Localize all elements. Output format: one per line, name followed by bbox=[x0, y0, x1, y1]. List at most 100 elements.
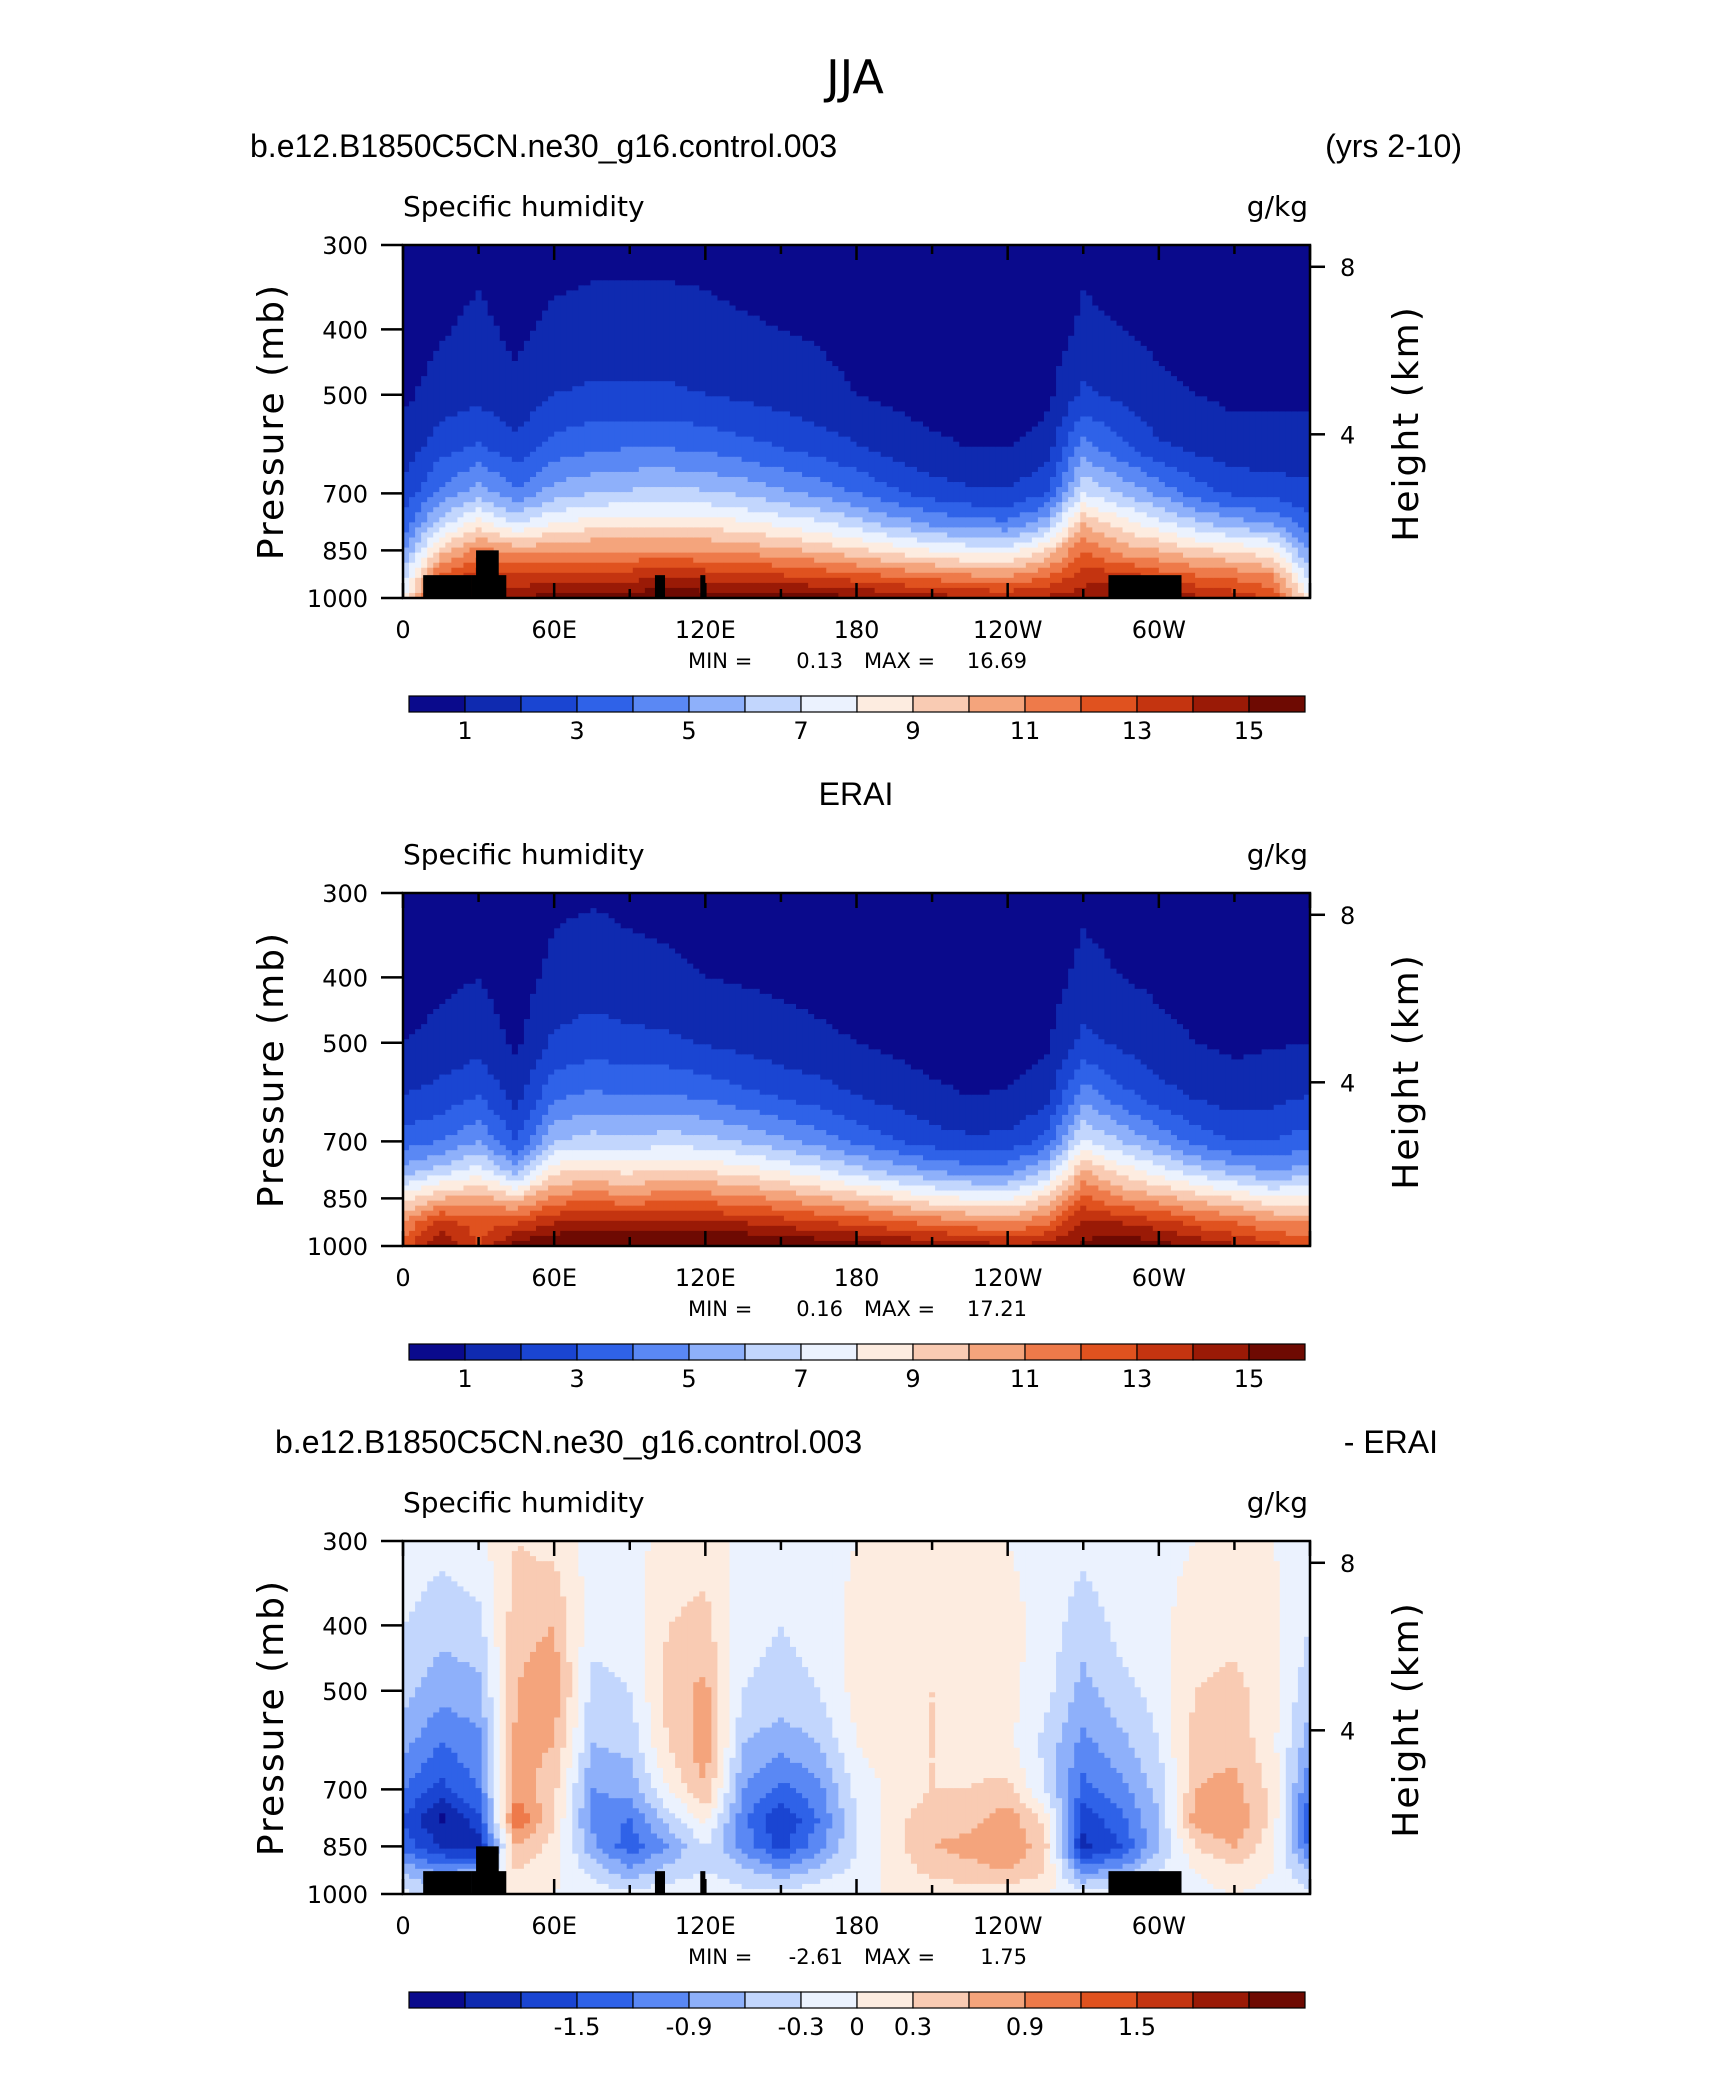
contour-cell bbox=[959, 537, 966, 544]
contour-cell bbox=[427, 893, 434, 1015]
contour-cell bbox=[620, 517, 628, 528]
contour-cell bbox=[923, 557, 930, 564]
contour-cell bbox=[759, 1059, 767, 1096]
contour-cell bbox=[959, 1225, 966, 1237]
contour-cell bbox=[929, 1170, 936, 1182]
contour-cell bbox=[935, 1205, 942, 1212]
contour-cell bbox=[965, 1200, 972, 1207]
contour-cell bbox=[638, 1230, 646, 1247]
contour-cell bbox=[1176, 446, 1184, 473]
contour-cell bbox=[1043, 1205, 1051, 1217]
contour-cell bbox=[838, 371, 846, 438]
contour-cell bbox=[844, 1215, 852, 1227]
contour-cell bbox=[669, 577, 676, 589]
contour-cell bbox=[723, 542, 731, 554]
colorbar-box bbox=[912, 1343, 970, 1361]
contour-cell bbox=[614, 1858, 622, 1875]
contour-cell bbox=[596, 1190, 604, 1202]
contour-cell bbox=[1128, 335, 1136, 413]
contour-cell bbox=[1207, 1185, 1214, 1197]
contour-cell bbox=[916, 1069, 924, 1121]
contour-cell bbox=[469, 532, 477, 544]
contour-cell bbox=[638, 446, 646, 468]
contour-cell bbox=[759, 532, 767, 549]
contour-cell bbox=[511, 1054, 519, 1111]
contour-cell bbox=[1013, 552, 1021, 559]
contour-cell bbox=[614, 537, 622, 554]
contour-cell bbox=[1110, 1104, 1118, 1121]
y2-axis-label: Height (km) bbox=[1386, 305, 1427, 541]
contour-cell bbox=[656, 1210, 664, 1222]
contour-cell bbox=[1158, 482, 1166, 498]
contour-cell bbox=[862, 1145, 870, 1156]
contour-cell bbox=[935, 592, 942, 599]
colorbar-label: 11 bbox=[1010, 717, 1041, 745]
contour-cell bbox=[681, 577, 688, 589]
contour-cell bbox=[783, 471, 791, 493]
contour-cell bbox=[916, 562, 924, 574]
contour-cell bbox=[439, 1813, 446, 1824]
contour-cell bbox=[904, 893, 912, 1066]
contour-cell bbox=[1080, 1150, 1087, 1161]
contour-cell bbox=[1183, 582, 1190, 594]
contour-cell bbox=[941, 1240, 948, 1247]
contour-cell bbox=[953, 893, 960, 1091]
contour-cell bbox=[554, 1195, 561, 1207]
contour-cell bbox=[916, 572, 924, 579]
contour-cell bbox=[529, 1195, 537, 1207]
contour-cell bbox=[759, 482, 767, 498]
contour-cell bbox=[1303, 411, 1311, 478]
contour-cell bbox=[953, 537, 960, 544]
contour-cell bbox=[1225, 1190, 1232, 1197]
contour-cell bbox=[699, 973, 706, 1045]
max-value: 16.69 bbox=[967, 649, 1027, 673]
contour-cell bbox=[596, 280, 604, 382]
contour-cell bbox=[868, 1130, 876, 1146]
contour-cell bbox=[1285, 1135, 1293, 1156]
contour-cell bbox=[1279, 567, 1287, 579]
contour-cell bbox=[542, 592, 549, 599]
contour-cell bbox=[1043, 532, 1051, 544]
contour-cell bbox=[783, 1200, 791, 1212]
contour-cell bbox=[1164, 441, 1172, 468]
contour-cell bbox=[1140, 1190, 1148, 1202]
contour-cell bbox=[481, 522, 489, 534]
contour-cell bbox=[493, 325, 501, 418]
contour-cell bbox=[850, 441, 858, 468]
contour-cell bbox=[923, 1215, 930, 1227]
contour-cell bbox=[529, 1180, 537, 1187]
contour-cell bbox=[656, 1064, 664, 1096]
contour-cell bbox=[1279, 547, 1287, 559]
contour-cell bbox=[1068, 1049, 1075, 1081]
contour-cell bbox=[1201, 1220, 1208, 1232]
contour-cell bbox=[566, 1185, 573, 1197]
contour-cell bbox=[1255, 562, 1263, 574]
contour-cell bbox=[953, 1240, 960, 1247]
contour-cell bbox=[789, 451, 797, 473]
contour-cell bbox=[1273, 512, 1281, 528]
contour-cell bbox=[1170, 245, 1178, 377]
contour-cell bbox=[1183, 547, 1190, 559]
contour-cell bbox=[862, 497, 870, 508]
contour-cell bbox=[409, 1541, 416, 1613]
contour-cell bbox=[693, 1160, 700, 1171]
contour-cell bbox=[481, 1064, 489, 1101]
contour-cell bbox=[608, 1752, 616, 1799]
contour-cell bbox=[584, 1059, 592, 1091]
contour-cell bbox=[977, 587, 985, 599]
contour-cell bbox=[729, 431, 737, 458]
contour-cell bbox=[1007, 552, 1015, 564]
contour-cell bbox=[1195, 1155, 1202, 1166]
contour-cell bbox=[656, 1130, 664, 1146]
contour-cell bbox=[1249, 497, 1257, 508]
contour-cell bbox=[935, 542, 942, 554]
contour-cell bbox=[493, 1165, 501, 1176]
contour-cell bbox=[796, 1235, 803, 1247]
contour-cell bbox=[789, 245, 797, 337]
contour-cell bbox=[735, 456, 743, 478]
contour-cell bbox=[1201, 1185, 1208, 1197]
contour-cell bbox=[1237, 562, 1245, 574]
panel-3: b.e12.B1850C5CN.ne30_g16.control.003- ER… bbox=[251, 1424, 1438, 2041]
contour-cell bbox=[499, 340, 507, 423]
contour-cell bbox=[783, 582, 791, 594]
